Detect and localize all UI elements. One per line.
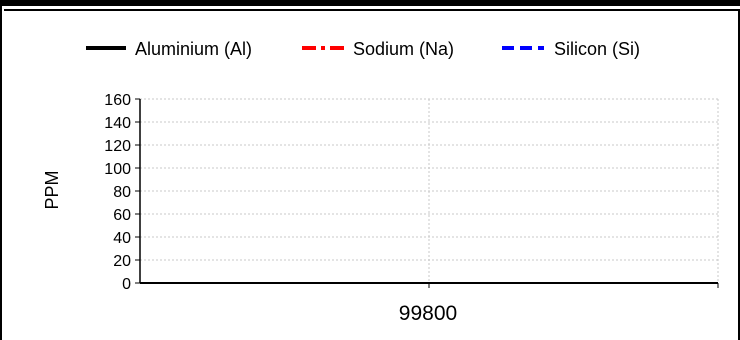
y-tick-label: 140 <box>104 115 131 132</box>
y-tick-label: 60 <box>113 207 131 224</box>
panel-top-divider <box>4 6 740 11</box>
legend-item-aluminium[interactable]: Aluminium (Al) <box>86 39 252 59</box>
x-axis-label: 99800 <box>399 302 457 325</box>
y-axis-label: PPM <box>42 170 62 209</box>
legend-item-silicon[interactable]: Silicon (Si) <box>502 39 640 59</box>
y-tick-label: 100 <box>104 161 131 178</box>
y-tick-label: 120 <box>104 138 131 155</box>
legend-label-aluminium: Aluminium (Al) <box>135 39 252 59</box>
legend: Aluminium (Al) Sodium (Na) Silicon (Si) <box>86 39 640 59</box>
y-tick-label: 80 <box>113 184 131 201</box>
y-tick-label: 160 <box>104 92 131 109</box>
y-tick-label: 20 <box>113 253 131 270</box>
legend-item-sodium[interactable]: Sodium (Na) <box>302 39 454 59</box>
legend-label-sodium: Sodium (Na) <box>353 39 454 59</box>
legend-label-silicon: Silicon (Si) <box>554 39 640 59</box>
y-tick-label: 40 <box>113 230 131 247</box>
plot-area: 160 140 120 100 80 60 40 20 0 <box>104 92 719 293</box>
y-tick-label: 0 <box>122 276 131 293</box>
panel-top-border <box>2 0 740 6</box>
